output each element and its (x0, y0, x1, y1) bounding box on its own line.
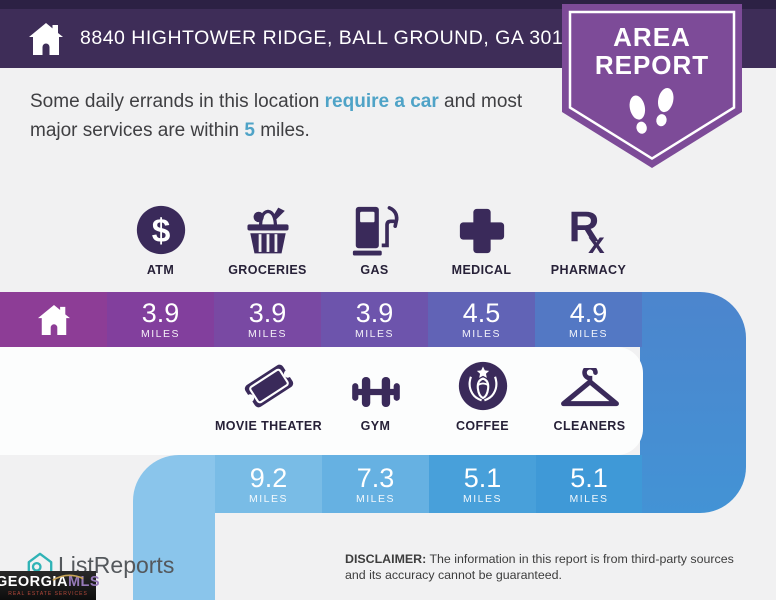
amenity-column-medical: MEDICAL (428, 198, 535, 277)
pharmacy-rx-icon: R x (563, 198, 615, 256)
summary-sentence: Some daily errands in this location requ… (30, 91, 523, 141)
distance-cell-gas: 3.9 MILES (321, 292, 428, 347)
area-report-badge: AREA REPORT (562, 0, 742, 172)
amenity-label: MEDICAL (451, 263, 512, 277)
mls-mls-text: MLS (67, 573, 101, 590)
distance-value: 5.1 (570, 462, 608, 493)
cleaners-hanger-icon (559, 354, 621, 412)
distance-band-left-tail (133, 512, 193, 600)
distance-unit: MILES (248, 492, 288, 505)
distance-unit: MILES (355, 492, 395, 505)
distance-value: 4.5 (462, 298, 501, 328)
distance-cell-pharmacy: 4.9 MILES (535, 292, 642, 347)
svg-text:$: $ (151, 213, 170, 250)
amenity-label: GYM (360, 419, 391, 433)
amenity-column-gym: GYM (322, 354, 429, 433)
distance-value: 3.9 (248, 298, 287, 328)
distance-unit: MILES (461, 328, 501, 340)
mls-georgia-text: GEORGIA (0, 573, 68, 590)
distance-unit: MILES (354, 328, 394, 340)
band-home-cell (0, 292, 107, 347)
distance-value: 3.9 (355, 298, 394, 328)
distance-value: 9.2 (249, 462, 288, 493)
distance-unit: MILES (568, 328, 608, 340)
amenity-icons-row-2: MOVIE THEATER GYM (215, 354, 643, 433)
footprints-icon (622, 84, 682, 142)
distance-unit: MILES (569, 492, 609, 505)
amenity-column-coffee: COFFEE (429, 354, 536, 433)
distance-value: 5.1 (463, 462, 502, 493)
distance-cell-movie-theater: 9.2 MILES (215, 455, 322, 513)
row2-white-panel (0, 347, 643, 455)
gas-pump-icon (350, 198, 400, 256)
atm-dollar-icon: $ (135, 198, 187, 256)
amenity-label: MOVIE THEATER (214, 419, 323, 433)
disclaimer-label: DISCLAIMER: (345, 552, 427, 566)
amenity-column-groceries: GROCERIES (214, 198, 321, 277)
distance-value: 3.9 (141, 298, 180, 328)
mls-tagline: REAL ESTATE SERVICES (8, 590, 88, 597)
distance-cell-coffee: 5.1 MILES (429, 455, 536, 513)
property-address: 8840 HIGHTOWER RIDGE, BALL GROUND, GA 30… (80, 27, 586, 49)
amenity-label: ATM (146, 263, 175, 277)
distance-cell-cleaners: 5.1 MILES (536, 455, 642, 513)
distance-unit: MILES (462, 492, 502, 505)
distance-value: 7.3 (356, 462, 395, 493)
svg-text:R: R (568, 204, 599, 251)
georgia-mls-logo: GEORGIAMLS REAL ESTATE SERVICES (0, 571, 100, 600)
badge-title-line2: REPORT (594, 50, 710, 80)
mls-logo-text: GEORGIAMLS (0, 573, 101, 590)
gym-dumbbell-icon (346, 354, 406, 412)
groceries-basket-icon (240, 198, 296, 256)
movie-ticket-icon (238, 354, 300, 412)
amenity-column-cleaners: CLEANERS (536, 354, 643, 433)
header-top-strip (0, 0, 776, 9)
amenity-column-gas: GAS (321, 198, 428, 277)
distance-cell-atm: 3.9 MILES (107, 292, 214, 347)
distance-value: 4.9 (569, 298, 608, 328)
amenity-label: GAS (360, 263, 389, 277)
amenity-icons-row-1: $ ATM GROC (107, 198, 644, 277)
distance-band-right-connector (640, 292, 746, 513)
mls-swoosh-icon (52, 574, 84, 581)
badge-pennant-shape (562, 4, 742, 168)
home-icon (37, 304, 71, 336)
medical-cross-icon (457, 198, 507, 256)
badge-title-line1: AREA (613, 22, 691, 52)
amenity-label: PHARMACY (550, 263, 627, 277)
distance-unit: MILES (247, 328, 287, 340)
distance-cell-groceries: 3.9 MILES (214, 292, 321, 347)
amenity-column-movie-theater: MOVIE THEATER (215, 354, 322, 433)
svg-text:x: x (588, 227, 605, 256)
distance-band-row-1: 3.9 MILES 3.9 MILES 3.9 MILES 4.5 MILES … (0, 292, 642, 347)
disclaimer-text: DISCLAIMER: The information in this repo… (345, 551, 753, 584)
disclaimer-body: The information in this report is from t… (345, 552, 734, 583)
amenity-label: CLEANERS (553, 419, 626, 433)
amenity-column-pharmacy: R x PHARMACY (535, 198, 642, 277)
distance-unit: MILES (140, 328, 180, 340)
amenity-column-atm: $ ATM (107, 198, 214, 277)
amenity-label: COFFEE (455, 419, 510, 433)
distance-band-row-2: 9.2 MILES 7.3 MILES 5.1 MILES 5.1 MILES (215, 455, 642, 513)
amenity-label: GROCERIES (228, 263, 307, 277)
coffee-siren-icon (457, 354, 509, 412)
home-icon (28, 22, 64, 56)
distance-cell-gym: 7.3 MILES (322, 455, 429, 513)
distance-cell-medical: 4.5 MILES (428, 292, 535, 347)
